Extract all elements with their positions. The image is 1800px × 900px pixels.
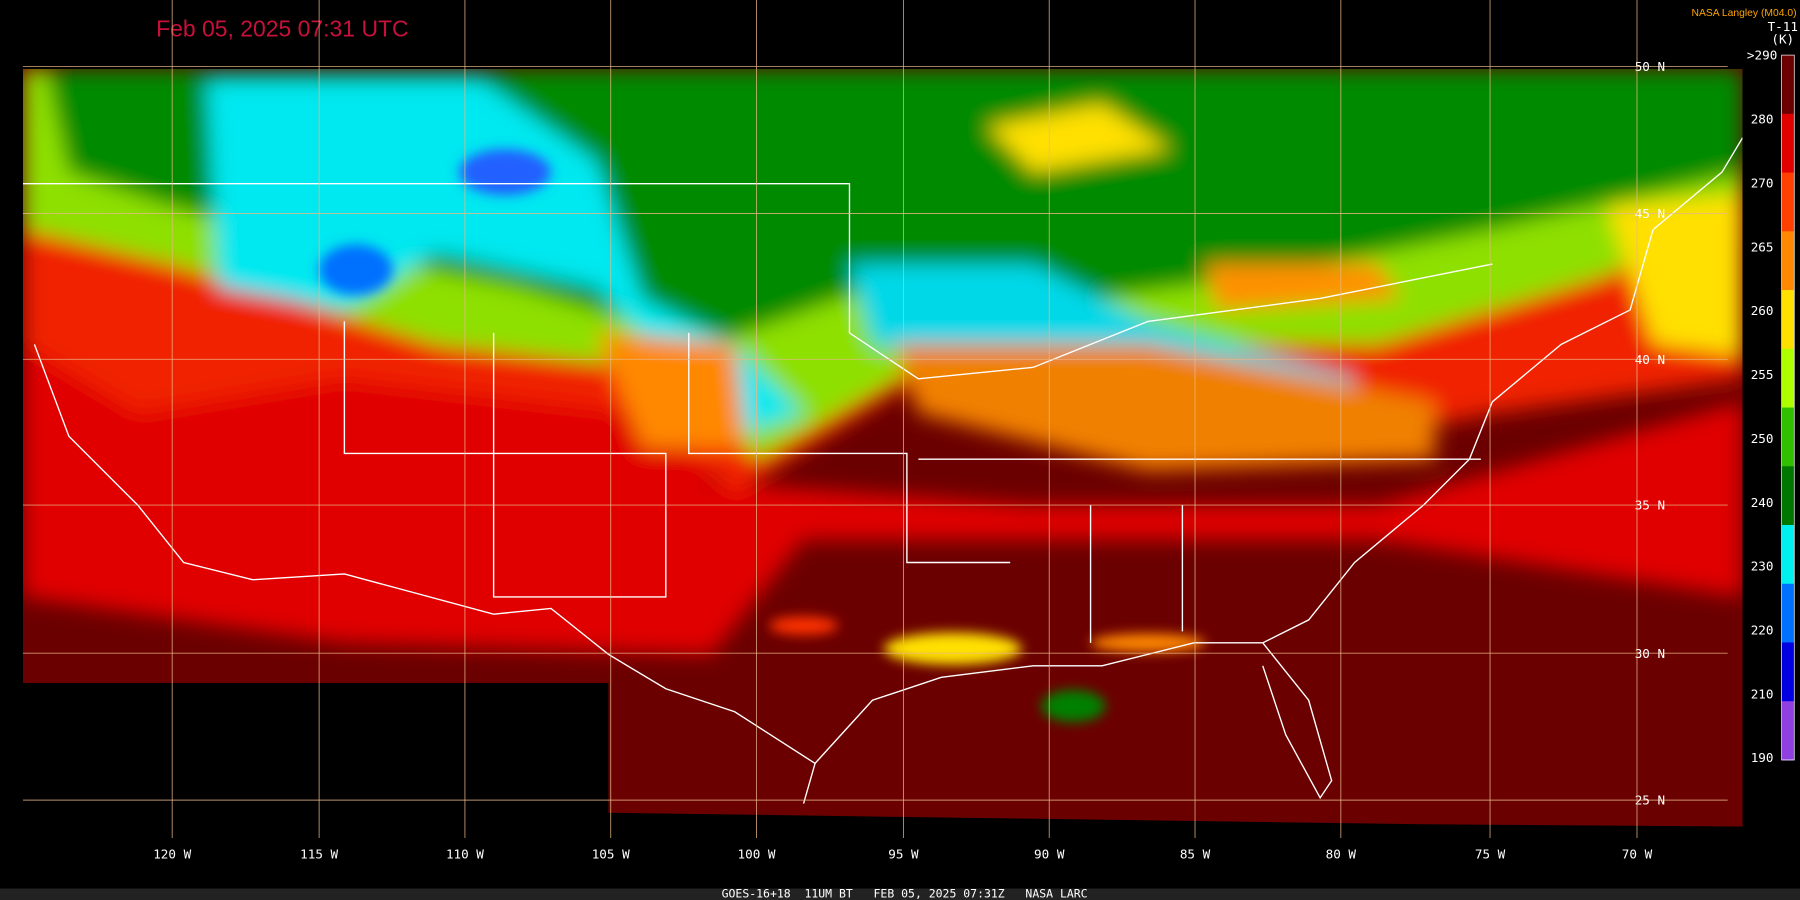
- colorbar-label: 265: [1751, 239, 1774, 254]
- footer-bar: [0, 888, 1800, 900]
- longitude-label: 90 W: [1034, 847, 1065, 862]
- colorbar-segment: [1781, 348, 1795, 409]
- longitude-label: 120 W: [153, 847, 191, 862]
- colorbar-label: 270: [1751, 175, 1774, 190]
- longitude-label: 80 W: [1326, 847, 1357, 862]
- colorbar-segment: [1781, 113, 1795, 174]
- timestamp: Feb 05, 2025 07:31 UTC: [156, 16, 408, 42]
- latitude-label: 25 N: [1635, 793, 1665, 808]
- colorbar-label: 280: [1751, 112, 1774, 127]
- cloud-layers: [22, 68, 1743, 655]
- colorbar-unit: (K): [1771, 32, 1794, 47]
- colorbar-segment: [1781, 290, 1795, 350]
- colorbar-label: >290: [1747, 48, 1777, 63]
- colorbar-label: 250: [1751, 431, 1774, 446]
- footer: GOES-16+18 11UM BT FEB 05, 2025 07:31Z N…: [722, 887, 1088, 900]
- colorbar-label: 260: [1751, 303, 1774, 318]
- colorbar-label: 220: [1751, 623, 1774, 638]
- longitude-label: 100 W: [738, 847, 776, 862]
- colorbar-segment: [1781, 407, 1795, 467]
- longitude-label: 85 W: [1180, 847, 1211, 862]
- latitude-label: 35 N: [1635, 498, 1665, 513]
- longitude-label: 115 W: [300, 847, 338, 862]
- latitude-label: 40 N: [1635, 352, 1665, 367]
- colorbar-segment: [1781, 231, 1795, 291]
- colorbar-label: 240: [1751, 495, 1774, 510]
- colorbar-segment: [1781, 466, 1795, 526]
- colorbar-segment: [1781, 583, 1795, 644]
- credit: NASA Langley (M04.0): [1691, 8, 1796, 19]
- boundaries: [22, 137, 1743, 804]
- latitude-label: 45 N: [1635, 206, 1665, 221]
- colorbar-segment: [1781, 642, 1795, 702]
- colorbar-segment: [1781, 701, 1795, 761]
- longitude-label: 75 W: [1475, 847, 1506, 862]
- colorbar-frame: [1781, 54, 1795, 761]
- longitude-label: 110 W: [446, 847, 484, 862]
- colorbar-segment: [1781, 172, 1795, 232]
- colorbar-title: T-11: [1768, 19, 1798, 34]
- longitude-label: 105 W: [592, 847, 630, 862]
- latitude-label: 50 N: [1635, 59, 1665, 74]
- colorbar-label: 255: [1751, 367, 1774, 382]
- longitude-label: 95 W: [888, 847, 919, 862]
- colorbar-segment: [1781, 55, 1795, 115]
- colorbar-label: 210: [1751, 686, 1774, 701]
- colorbar-label: 190: [1751, 750, 1774, 765]
- colorbar-label: 230: [1751, 559, 1774, 574]
- longitude-label: 70 W: [1622, 847, 1653, 862]
- colorbar-segment: [1781, 525, 1795, 585]
- latitude-label: 30 N: [1635, 646, 1665, 661]
